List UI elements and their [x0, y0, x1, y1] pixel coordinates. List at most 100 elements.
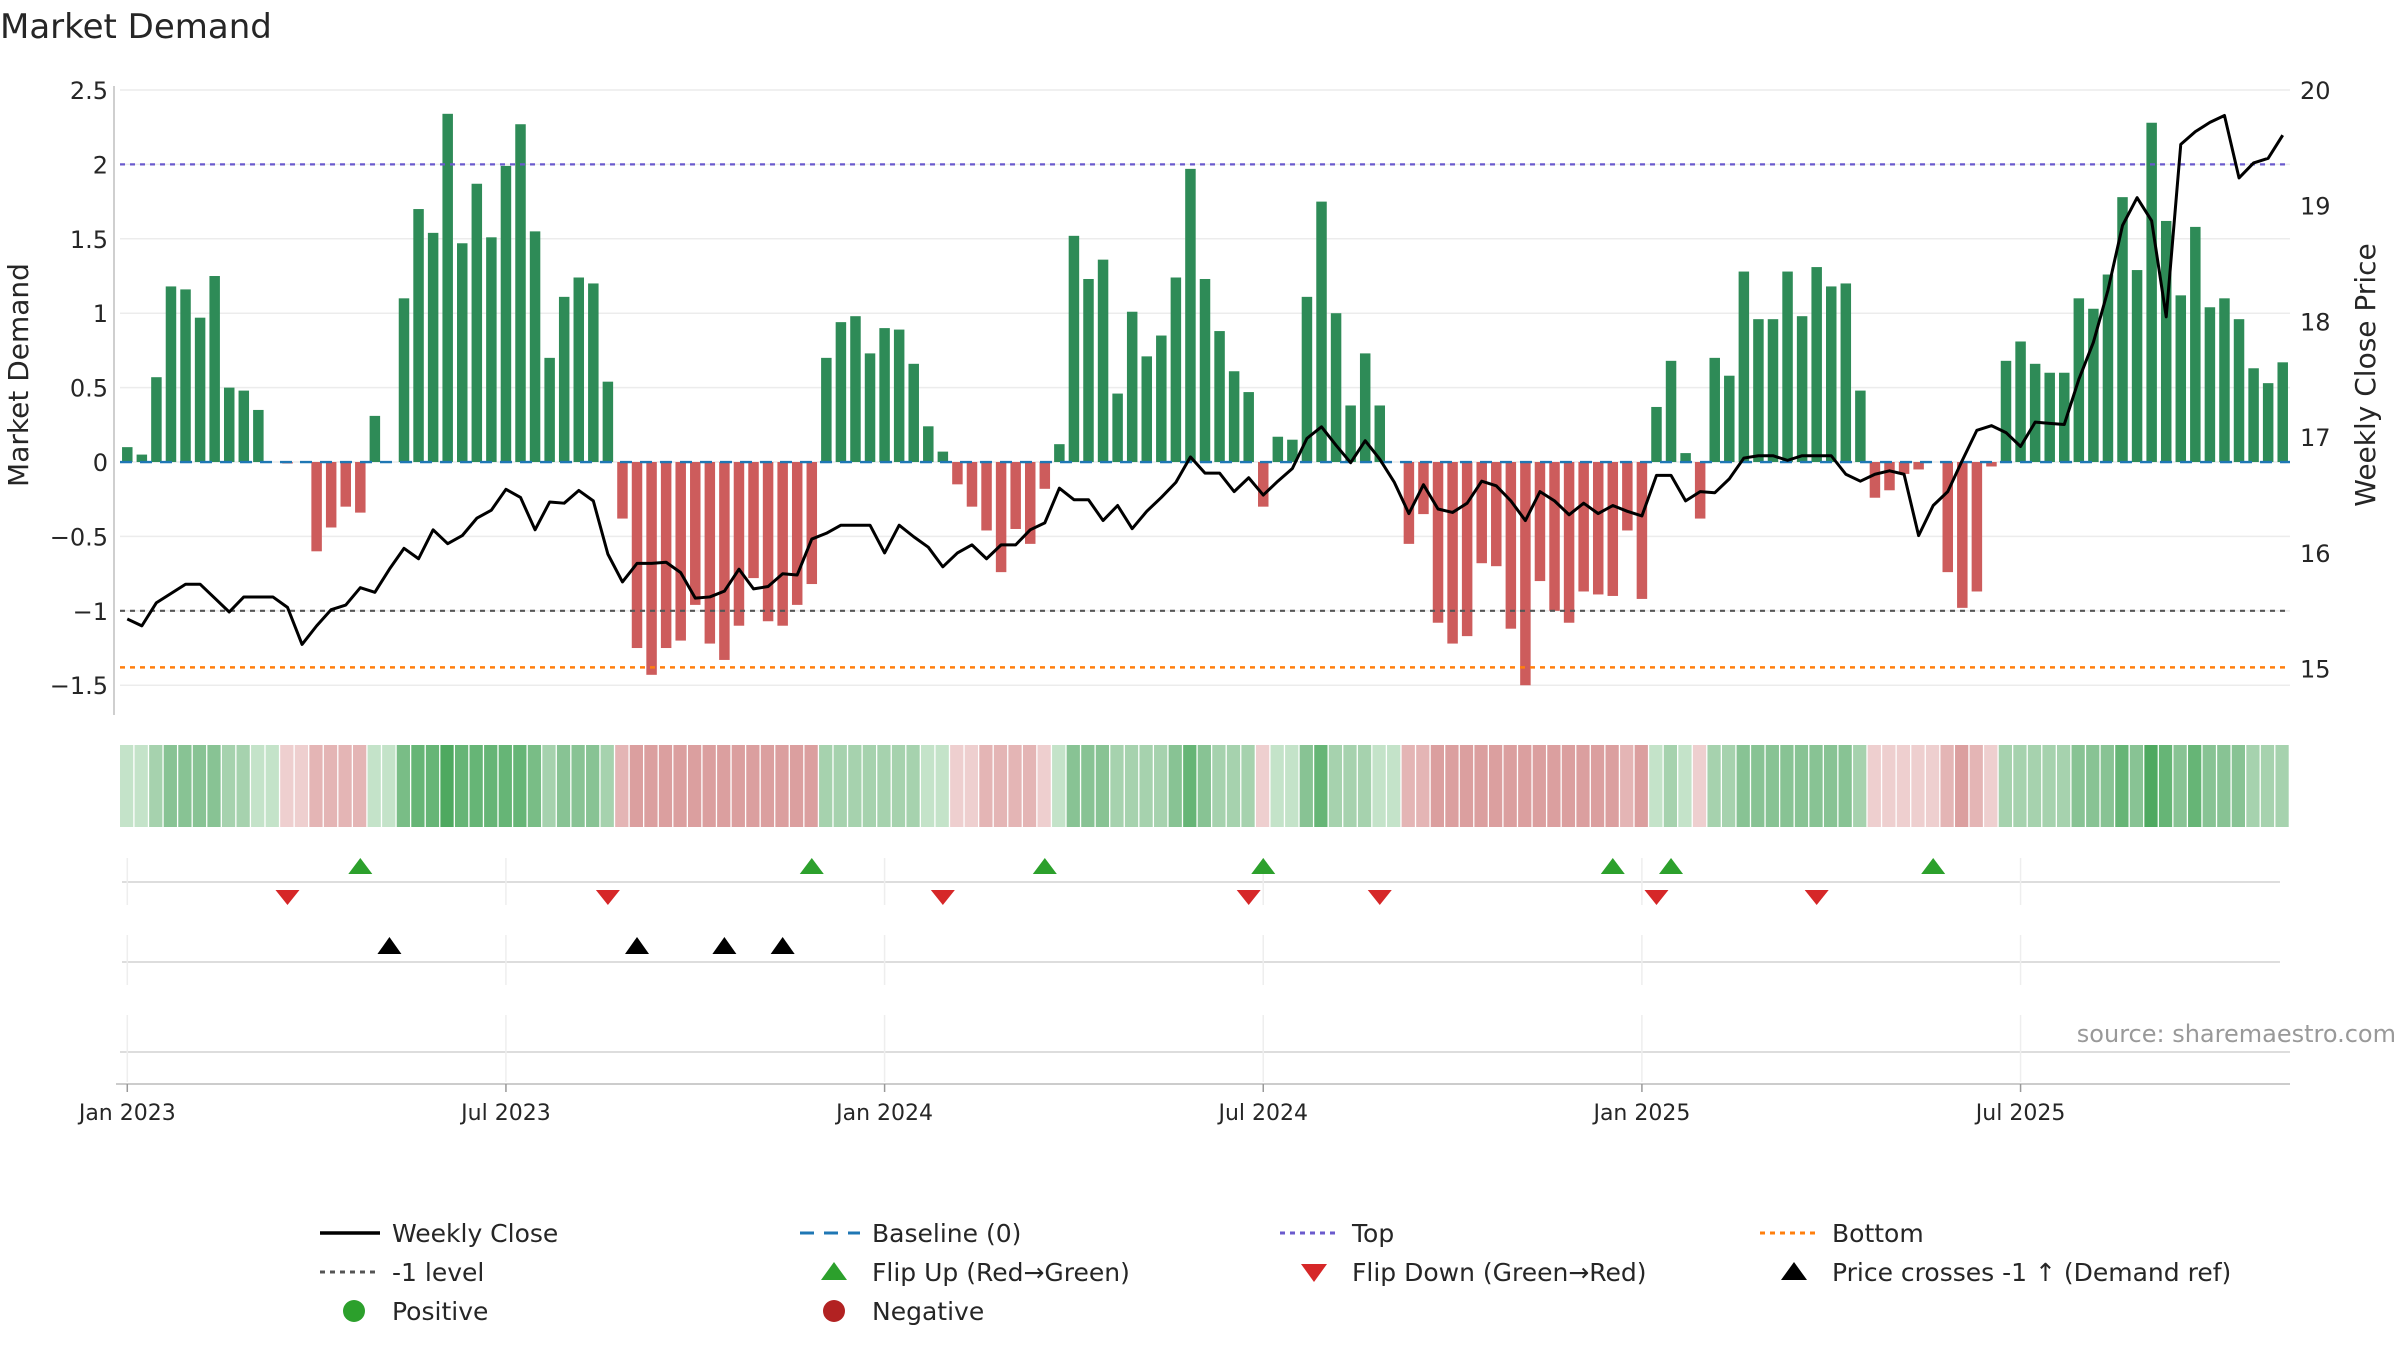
- heat-cell: [1998, 745, 2012, 827]
- heat-cell: [1081, 745, 1095, 827]
- bar-negative: [733, 462, 745, 626]
- heat-cell: [2231, 745, 2245, 827]
- legend-label: Positive: [392, 1297, 488, 1326]
- bar-positive: [1199, 278, 1211, 463]
- heat-cell: [323, 745, 338, 827]
- bar-positive: [1811, 267, 1822, 463]
- heat-cell: [921, 745, 935, 827]
- flip-up-marker: [1032, 858, 1057, 874]
- bar-negative: [704, 462, 716, 644]
- x-tick-label: Jan 2023: [77, 1101, 176, 1126]
- bar-positive: [602, 381, 614, 463]
- heat-cell: [251, 745, 265, 827]
- bar-positive: [2102, 274, 2114, 463]
- heat-cell: [2144, 745, 2158, 827]
- y2-tick-label: 17: [2300, 424, 2331, 452]
- heat-cell: [1867, 745, 1881, 827]
- bar-negative: [1942, 462, 1953, 573]
- bar-positive: [1724, 375, 1735, 463]
- flip-down-marker: [275, 890, 300, 905]
- heat-cell: [1401, 745, 1415, 827]
- bar-positive: [2175, 295, 2187, 463]
- heat-cell: [950, 745, 964, 827]
- y2-tick-label: 18: [2300, 308, 2331, 336]
- heat-cell: [1823, 745, 1838, 827]
- heat-cell: [2217, 745, 2231, 827]
- heat-cell: [1605, 745, 1619, 827]
- bar-positive: [1272, 436, 1284, 463]
- cross-marker: [712, 937, 737, 954]
- heat-cell: [367, 745, 381, 827]
- legend-label: Weekly Close: [392, 1219, 558, 1248]
- legend-label: Price crosses -1 ↑ (Demand ref): [1832, 1258, 2231, 1287]
- heat-cell: [2260, 745, 2275, 827]
- heat-cell: [673, 745, 687, 827]
- y-tick-label: −0.5: [50, 523, 108, 551]
- bar-negative: [1520, 462, 1531, 686]
- heat-cell: [1037, 745, 1051, 827]
- bar-positive: [1301, 296, 1313, 463]
- heat-cell: [1212, 745, 1226, 827]
- heat-cell: [280, 745, 294, 827]
- bar-negative: [1258, 462, 1269, 507]
- heat-cell: [1940, 745, 1954, 827]
- legend-item: Baseline (0): [800, 1219, 1021, 1248]
- bar-positive: [1330, 313, 1342, 463]
- legend-label: Negative: [872, 1297, 984, 1326]
- bar-negative: [1505, 462, 1517, 629]
- heat-cell: [1066, 745, 1080, 827]
- bar-negative: [1010, 462, 1021, 529]
- bar-positive: [413, 209, 424, 463]
- bar-negative: [690, 462, 701, 605]
- bar-positive: [2059, 372, 2070, 463]
- bar-positive: [180, 289, 191, 463]
- heat-cell: [877, 745, 891, 827]
- heat-cell: [2202, 745, 2216, 827]
- bar-positive: [427, 232, 439, 463]
- bar-positive: [879, 328, 890, 463]
- bar-positive: [136, 454, 148, 463]
- heat-cell: [1692, 745, 1707, 827]
- heat-cell: [1022, 745, 1037, 827]
- heat-cell: [1707, 745, 1721, 827]
- flip-down-marker: [1644, 890, 1669, 905]
- heat-cell: [1416, 745, 1430, 827]
- heat-cell: [2158, 745, 2173, 827]
- legend-label: Top: [1351, 1219, 1394, 1248]
- legend-item: Bottom: [1760, 1219, 1924, 1248]
- bar-negative: [748, 462, 759, 579]
- heat-cell: [1911, 745, 1925, 827]
- bar-positive: [2044, 372, 2055, 463]
- bar-positive: [253, 409, 264, 463]
- bar-positive: [2117, 197, 2128, 463]
- bar-positive: [151, 377, 162, 463]
- heat-cell: [1343, 745, 1357, 827]
- heat-cell: [2100, 745, 2114, 827]
- flip-down-marker: [595, 890, 620, 905]
- x-tick-label: Jul 2025: [1974, 1101, 2066, 1126]
- heat-cell: [353, 745, 367, 827]
- bar-negative: [675, 462, 686, 641]
- heat-cell: [1328, 745, 1343, 827]
- heat-cell: [789, 745, 804, 827]
- heat-cell: [1474, 745, 1488, 827]
- heat-cell: [1095, 745, 1110, 827]
- bar-negative: [1869, 462, 1881, 498]
- bar-negative: [966, 462, 978, 507]
- heat-cell: [1969, 745, 1983, 827]
- bar-negative: [762, 462, 774, 622]
- heat-cell: [1896, 745, 1911, 827]
- bar-positive: [1068, 235, 1080, 463]
- heat-cell: [1532, 745, 1546, 827]
- heat-cell: [1678, 745, 1692, 827]
- heat-cell: [1372, 745, 1386, 827]
- y-tick-label: 0: [93, 449, 108, 477]
- y-tick-label: −1: [73, 598, 108, 626]
- x-tick-label: Jul 2023: [459, 1101, 551, 1126]
- heat-cell: [1124, 745, 1139, 827]
- bar-negative: [631, 462, 643, 649]
- bar-positive: [398, 298, 410, 463]
- bar-negative: [1957, 462, 1968, 608]
- cross-markers-row: [122, 935, 2280, 985]
